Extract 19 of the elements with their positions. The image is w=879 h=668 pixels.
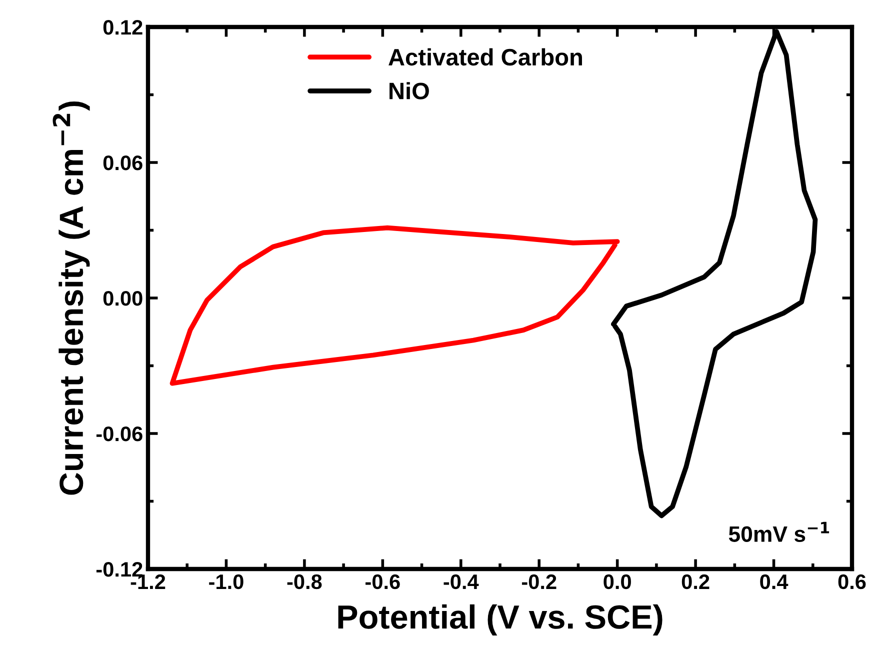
x-tick-label: -0.8: [287, 574, 322, 590]
annotation: 50mV s$^{−1}$: [728, 522, 830, 542]
y-tick-label: 0.06: [103, 156, 142, 170]
x-tick-label: -0.4: [444, 574, 479, 590]
x-tick-label: -0.2: [522, 574, 556, 590]
x-tick-label: -1.0: [209, 574, 244, 590]
legend-label: NiO: [390, 82, 429, 100]
x-axis-title: Potential (V vs. SCE): [338, 604, 662, 636]
x-tick-label: -0.6: [366, 574, 400, 590]
y-tick-label: -0.06: [96, 426, 142, 442]
x-tick-label: 0.6: [838, 574, 866, 590]
legend-label: Activated Carbon: [388, 48, 582, 66]
y-tick-label: 0.00: [103, 291, 142, 306]
y-tick-label: 0.12: [103, 20, 142, 35]
y-axis-title: Current density (A cm$^{−2}$): [52, 102, 90, 495]
x-tick-label: 0.4: [760, 574, 788, 590]
x-tick-label: 0.0: [604, 574, 631, 590]
line-series: [170, 225, 620, 386]
x-tick-label: 0.2: [682, 574, 710, 590]
